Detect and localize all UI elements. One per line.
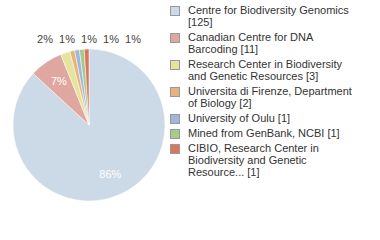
html-text:CIBIO, Research Center in Biod: CIBIO, Research Center in Biodiversity a… xyxy=(188,142,319,178)
svg-text:86%: 86% xyxy=(99,168,121,180)
svg-text:1%: 1% xyxy=(103,33,119,45)
html-text:Research Center in Biodiversit: Research Center in Biodiversity and Gene… xyxy=(188,58,343,82)
html-text:Canadian Centre for DNA Barcod: Canadian Centre for DNA Barcoding [11] xyxy=(188,31,313,55)
svg-text:2%: 2% xyxy=(37,33,53,45)
html-text:University of Oulu [1]: University of Oulu [1] xyxy=(188,112,291,124)
svg-text:7%: 7% xyxy=(51,75,67,87)
svg-text:1%: 1% xyxy=(125,33,141,45)
svg-text:1%: 1% xyxy=(81,33,97,45)
svg-text:1%: 1% xyxy=(59,33,75,45)
html-text:Universita di Firenze, Departm: Universita di Firenze, Department of Bio… xyxy=(188,85,352,109)
html-text:Mined from GenBank, NCBI [1]: Mined from GenBank, NCBI [1] xyxy=(188,127,340,139)
html-text:Centre for Biodiversity Genomi: Centre for Biodiversity Genomics [125] xyxy=(188,4,349,28)
